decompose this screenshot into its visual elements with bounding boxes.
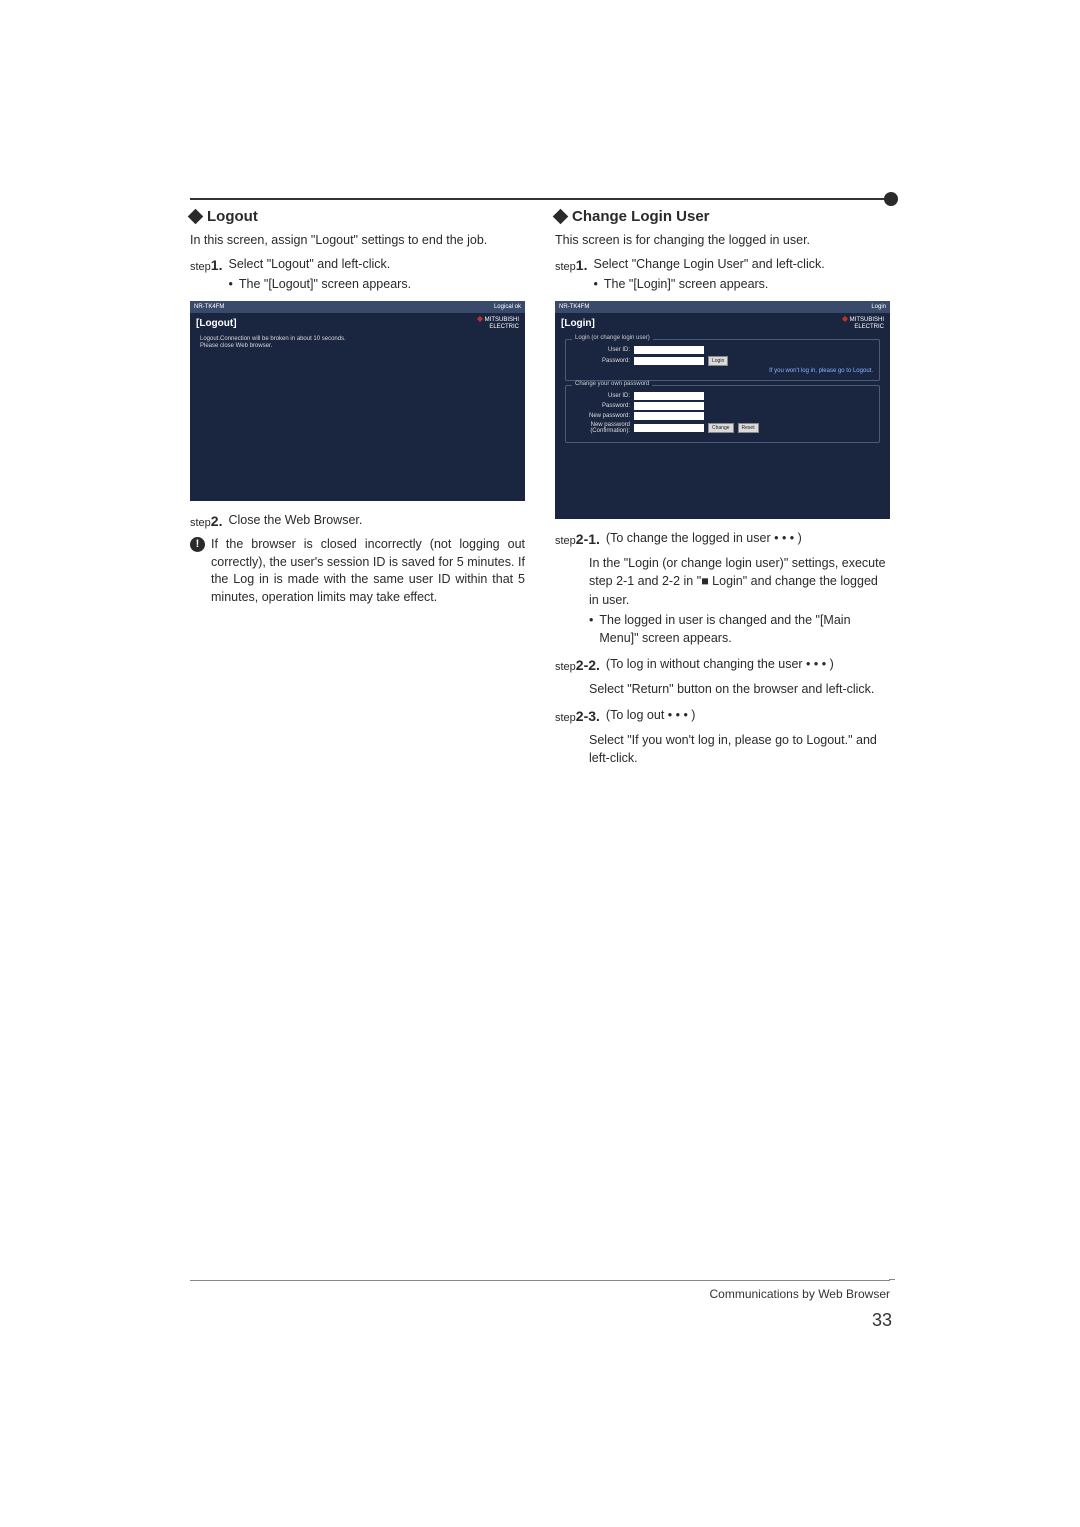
step-body: Select "Logout" and left-click. • The "[…: [228, 255, 525, 293]
left-step2-text: Close the Web Browser.: [228, 511, 525, 532]
scr-line1: Logout.Connection will be broken in abou…: [200, 336, 515, 342]
left-note: ! If the browser is closed incorrectly (…: [190, 536, 525, 606]
step21-bullet-text: The logged in user is changed and the "[…: [599, 611, 890, 647]
footer-text: Communications by Web Browser: [190, 1287, 890, 1301]
step22-cond: (To log in without changing the user • •…: [606, 655, 890, 676]
brand-logo-icon: ◆: [477, 314, 483, 323]
scr-title-row: [Logout] ◆ MITSUBISHI ELECTRIC: [190, 313, 525, 332]
footer-rule: [190, 1280, 890, 1281]
input-password[interactable]: [634, 357, 704, 365]
input-userid[interactable]: [634, 346, 704, 354]
bullet-dot: •: [228, 275, 232, 293]
step21-body: In the "Login (or change login user)" se…: [555, 554, 890, 647]
scr-line2: Please close Web browser.: [200, 343, 515, 349]
label-f3: User ID:: [572, 393, 630, 399]
left-step1: step1. Select "Logout" and left-click. •…: [190, 255, 525, 293]
right-step1-bullet: • The "[Login]" screen appears.: [593, 275, 890, 293]
step23-body: Select "If you won't log in, please go t…: [555, 731, 890, 767]
logout-heading: Logout: [190, 208, 525, 225]
top-rule: [190, 198, 892, 200]
login-button[interactable]: Login: [708, 356, 728, 366]
page-footer: Communications by Web Browser: [190, 1280, 890, 1301]
right-step1: step1. Select "Change Login User" and le…: [555, 255, 890, 293]
brand2: ELECTRIC: [489, 324, 519, 330]
logout-heading-text: Logout: [207, 208, 258, 225]
scr-topright: Login: [871, 301, 886, 313]
step-label: step2-2.: [555, 655, 600, 676]
input-f5[interactable]: [634, 412, 704, 420]
step-label: step2-3.: [555, 706, 600, 727]
left-note-text: If the browser is closed incorrectly (no…: [211, 536, 525, 606]
change-user-heading: Change Login User: [555, 208, 890, 225]
change-password-section: Change your own password User ID: Passwo…: [565, 385, 880, 443]
scr-topright: Logical ok: [494, 301, 521, 313]
scr-topbar: NR-TK4FM Login: [555, 301, 890, 313]
brand1: MITSUBISHI: [850, 317, 884, 323]
right-column: Change Login User This screen is for cha…: [555, 208, 890, 767]
left-step1-bullet-text: The "[Logout]" screen appears.: [239, 275, 411, 293]
bullet-dot: •: [593, 275, 597, 293]
login-section: Login (or change login user) User ID: Pa…: [565, 339, 880, 381]
change-user-heading-text: Change Login User: [572, 208, 710, 225]
change-password-label: Change your own password: [572, 381, 652, 387]
label-f5: New password:: [572, 413, 630, 419]
step23-cond: (To log out • • • ): [606, 706, 890, 727]
logout-link[interactable]: If you won't log in, please go to Logout…: [582, 368, 873, 374]
left-step1-bullet: • The "[Logout]" screen appears.: [228, 275, 525, 293]
brand-logo-icon: ◆: [842, 314, 848, 323]
step-label: step1.: [190, 255, 222, 293]
field-userid: User ID:: [572, 346, 873, 354]
scr-brand: ◆ MITSUBISHI ELECTRIC: [842, 315, 884, 330]
logout-screenshot: NR-TK4FM Logical ok [Logout] ◆ MITSUBISH…: [190, 301, 525, 501]
info-icon: !: [190, 537, 205, 552]
brand1: MITSUBISHI: [485, 317, 519, 323]
left-column: Logout In this screen, assign "Logout" s…: [190, 208, 525, 767]
scr-brand: ◆ MITSUBISHI ELECTRIC: [477, 315, 519, 330]
step-label: step1.: [555, 255, 587, 293]
logout-intro: In this screen, assign "Logout" settings…: [190, 231, 525, 249]
scr-topleft: NR-TK4FM: [559, 301, 589, 313]
step-body: Select "Change Login User" and left-clic…: [593, 255, 890, 293]
change-button[interactable]: Change: [708, 423, 734, 433]
scr-topleft: NR-TK4FM: [194, 301, 224, 313]
reset-button[interactable]: Reset: [738, 423, 759, 433]
input-f6[interactable]: [634, 424, 704, 432]
scr-body: Login (or change login user) User ID: Pa…: [555, 333, 890, 449]
step-label: step2-1.: [555, 529, 600, 550]
label-f6: New password (Confirmation):: [572, 422, 630, 434]
left-step2: step2. Close the Web Browser.: [190, 511, 525, 532]
bullet-dot: •: [589, 611, 593, 647]
scr-topbar: NR-TK4FM Logical ok: [190, 301, 525, 313]
right-step2-2: step2-2. (To log in without changing the…: [555, 655, 890, 676]
brand2: ELECTRIC: [854, 324, 884, 330]
right-step2-1: step2-1. (To change the logged in user •…: [555, 529, 890, 550]
step-label: step2.: [190, 511, 222, 532]
page-number: 33: [872, 1310, 892, 1331]
input-f4[interactable]: [634, 402, 704, 410]
scr-body: Logout.Connection will be broken in abou…: [190, 333, 525, 352]
login-screenshot: NR-TK4FM Login [Login] ◆ MITSUBISHI ELEC…: [555, 301, 890, 519]
label-password: Password:: [572, 358, 630, 364]
input-f3[interactable]: [634, 392, 704, 400]
step22-body: Select "Return" button on the browser an…: [555, 680, 890, 698]
right-step2-3: step2-3. (To log out • • • ): [555, 706, 890, 727]
login-section-label: Login (or change login user): [572, 335, 653, 341]
scr-title: [Login]: [561, 318, 595, 329]
label-userid: User ID:: [572, 347, 630, 353]
scr-title-row: [Login] ◆ MITSUBISHI ELECTRIC: [555, 313, 890, 332]
left-step1-text: Select "Logout" and left-click.: [228, 257, 390, 271]
step21-cond: (To change the logged in user • • • ): [606, 529, 890, 550]
right-step1-text: Select "Change Login User" and left-clic…: [593, 257, 824, 271]
top-rule-dot: [884, 192, 898, 206]
field-password: Password: Login: [572, 356, 873, 366]
diamond-icon: [188, 209, 204, 225]
change-user-intro: This screen is for changing the logged i…: [555, 231, 890, 249]
step21-bullet: • The logged in user is changed and the …: [589, 611, 890, 647]
label-f4: Password:: [572, 403, 630, 409]
page-content: Logout In this screen, assign "Logout" s…: [190, 208, 890, 767]
scr-title: [Logout]: [196, 318, 237, 329]
diamond-icon: [553, 209, 569, 225]
right-step1-bullet-text: The "[Login]" screen appears.: [604, 275, 769, 293]
